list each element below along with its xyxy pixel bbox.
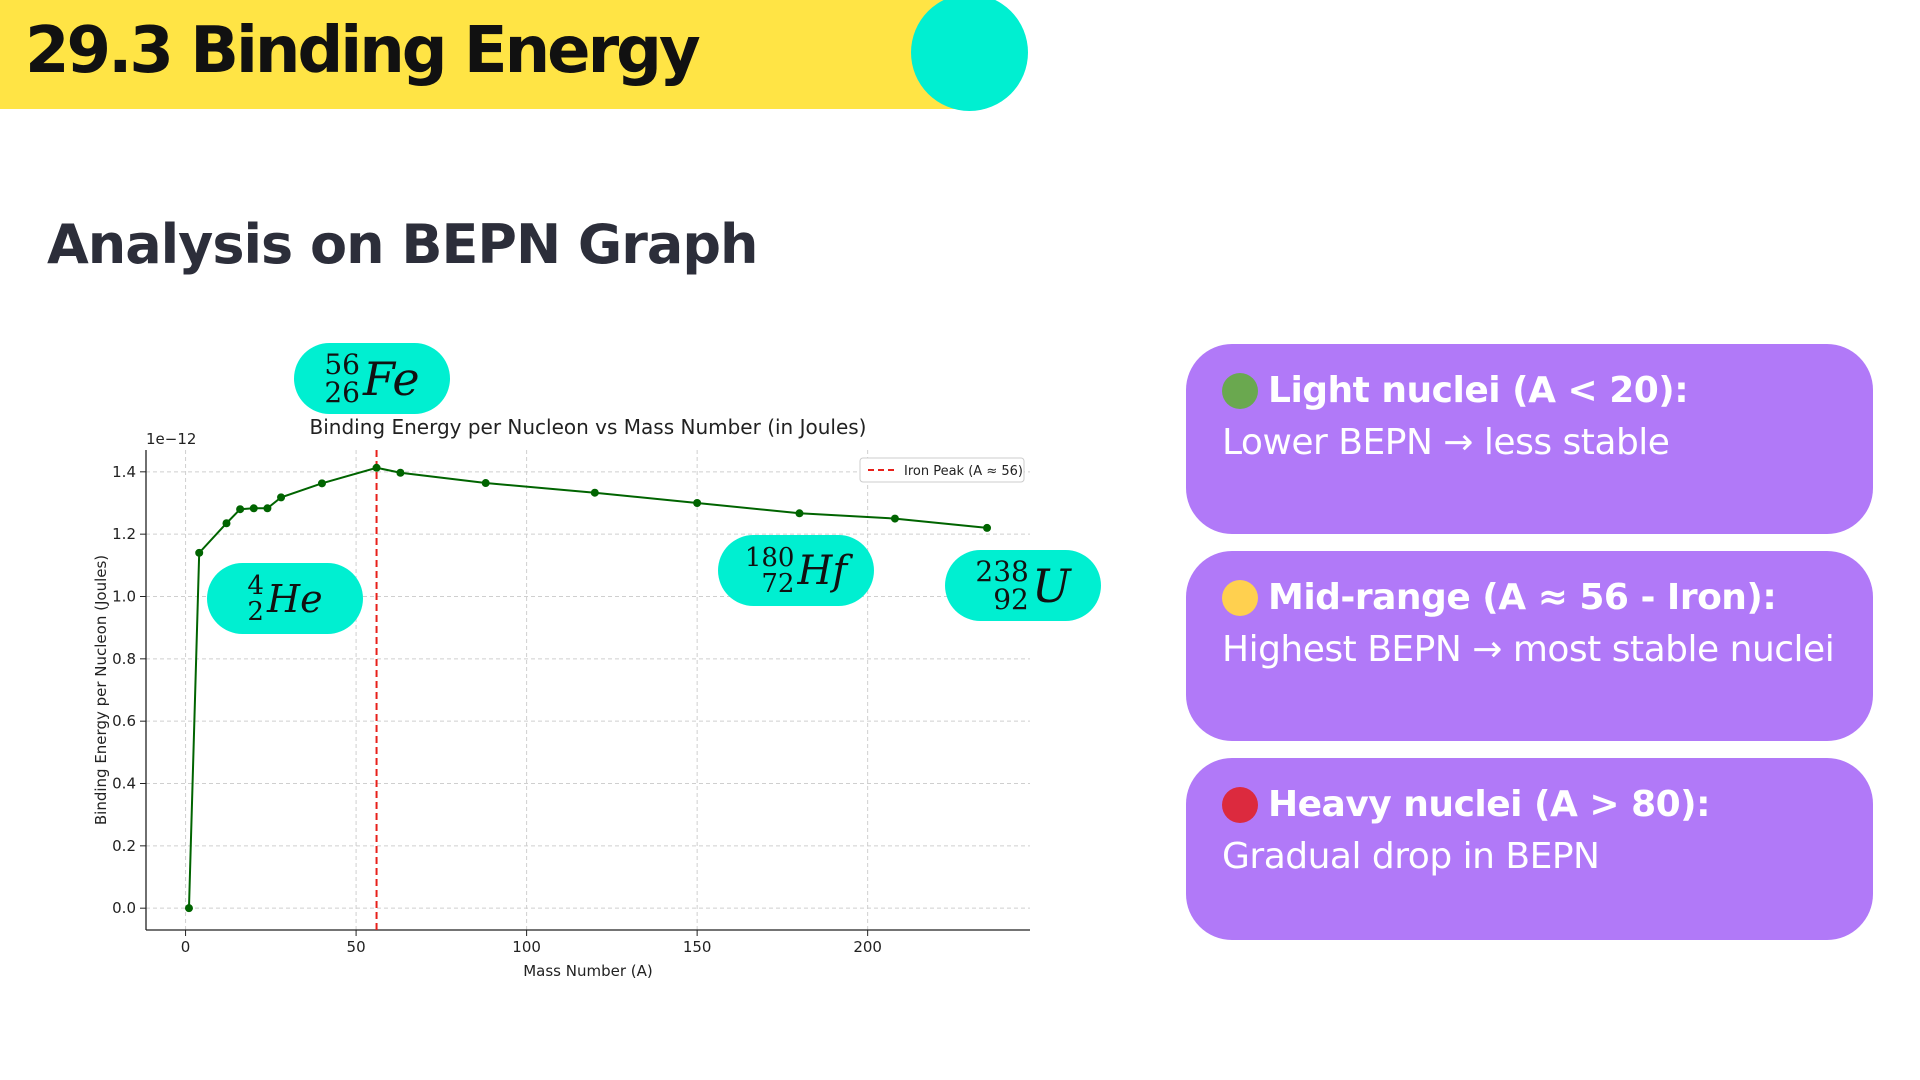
chart-scale-label: 1e−12 xyxy=(146,430,196,448)
data-point xyxy=(396,468,405,477)
green-dot-icon xyxy=(1222,373,1258,409)
card-mid-range: Mid-range (A ≈ 56 - Iron): Highest BEPN … xyxy=(1186,551,1873,741)
data-point xyxy=(890,514,899,523)
data-point xyxy=(590,488,599,497)
hf-atomic-number: 72 xyxy=(761,568,795,599)
chart-grid xyxy=(146,450,1030,930)
hf-symbol: Hf xyxy=(797,547,848,594)
x-tick-label: 0 xyxy=(181,938,191,956)
data-point xyxy=(795,509,804,518)
badge-uranium-238: 238 92 U xyxy=(945,550,1101,621)
y-tick-label: 0.0 xyxy=(112,899,136,917)
data-point xyxy=(983,523,992,532)
data-point xyxy=(277,493,286,502)
yellow-dot-icon xyxy=(1222,580,1258,616)
badge-hafnium-180: 180 72 Hf xyxy=(718,535,874,606)
y-tick-label: 1.0 xyxy=(112,587,136,605)
chart-xlabel: Mass Number (A) xyxy=(523,962,653,980)
red-dot-icon xyxy=(1222,787,1258,823)
u-mass-number: 238 xyxy=(975,554,1029,588)
data-point xyxy=(236,505,245,514)
title-bar xyxy=(0,0,985,109)
data-point xyxy=(249,504,258,513)
x-tick-label: 50 xyxy=(347,938,366,956)
x-tick-label: 150 xyxy=(683,938,712,956)
card-light-text: Lower BEPN → less stable xyxy=(1222,422,1670,463)
data-point xyxy=(372,463,381,472)
y-tick-label: 1.2 xyxy=(112,525,136,543)
series-line xyxy=(187,466,988,909)
data-point xyxy=(317,479,326,488)
he-atomic-number: 2 xyxy=(247,596,264,627)
y-tick-label: 0.6 xyxy=(112,712,136,730)
data-point xyxy=(263,504,272,513)
hf-mass-number: 180 xyxy=(744,542,795,573)
x-tick-label: 100 xyxy=(512,938,541,956)
data-point xyxy=(693,498,702,507)
data-point xyxy=(184,904,193,913)
u-atomic-number: 92 xyxy=(993,582,1029,616)
card-heavy-nuclei: Heavy nuclei (A > 80): Gradual drop in B… xyxy=(1186,758,1873,940)
card-light-nuclei: Light nuclei (A < 20): Lower BEPN → less… xyxy=(1186,344,1873,534)
legend-box xyxy=(859,457,1025,483)
data-point xyxy=(195,548,204,557)
chart-axes: 0 50 100 150 200 0.0 0.2 0.4 0.6 0.8 1.0 1.2 1.4 xyxy=(112,450,1030,956)
title-decorative-circle xyxy=(911,0,1028,111)
y-tick-label: 0.4 xyxy=(112,775,136,793)
card-heavy-heading: Heavy nuclei (A > 80): xyxy=(1268,784,1711,825)
data-point xyxy=(481,479,490,488)
legend-label: Iron Peak (A ≈ 56) xyxy=(904,464,1023,479)
chart-title: Binding Energy per Nucleon vs Mass Numbe… xyxy=(310,415,867,439)
y-tick-label: 1.4 xyxy=(112,463,136,481)
data-point xyxy=(222,519,231,528)
he-mass-number: 4 xyxy=(247,570,264,601)
x-tick-label: 200 xyxy=(853,938,882,956)
chart-ylabel: Binding Energy per Nucleon (Joules) xyxy=(92,555,110,825)
chart-series xyxy=(184,450,992,930)
y-tick-label: 0.8 xyxy=(112,650,136,668)
badge-iron-56: 56 26 Fe xyxy=(294,343,450,414)
bepn-chart: 0 50 100 150 200 0.0 0.2 0.4 0.6 0.8 1.0 1.2 1.4 Bin… xyxy=(92,415,1030,980)
u-symbol: U xyxy=(1031,558,1071,613)
chart-legend: Iron Peak (A ≈ 56) xyxy=(859,457,1025,483)
page-title: 29.3 Binding Energy xyxy=(25,14,701,88)
card-light-heading: Light nuclei (A < 20): xyxy=(1268,370,1689,411)
card-heavy-text: Gradual drop in BEPN xyxy=(1222,836,1600,877)
card-mid-text: Highest BEPN → most stable nuclei xyxy=(1222,629,1835,670)
fe-atomic-number: 26 xyxy=(324,375,360,409)
fe-mass-number: 56 xyxy=(324,347,360,381)
y-tick-label: 0.2 xyxy=(112,837,136,855)
badge-helium-4: 4 2 He xyxy=(207,563,363,634)
he-symbol: He xyxy=(266,576,323,621)
fe-symbol: Fe xyxy=(363,351,420,406)
section-subtitle: Analysis on BEPN Graph xyxy=(47,213,758,276)
card-mid-heading: Mid-range (A ≈ 56 - Iron): xyxy=(1268,577,1777,618)
